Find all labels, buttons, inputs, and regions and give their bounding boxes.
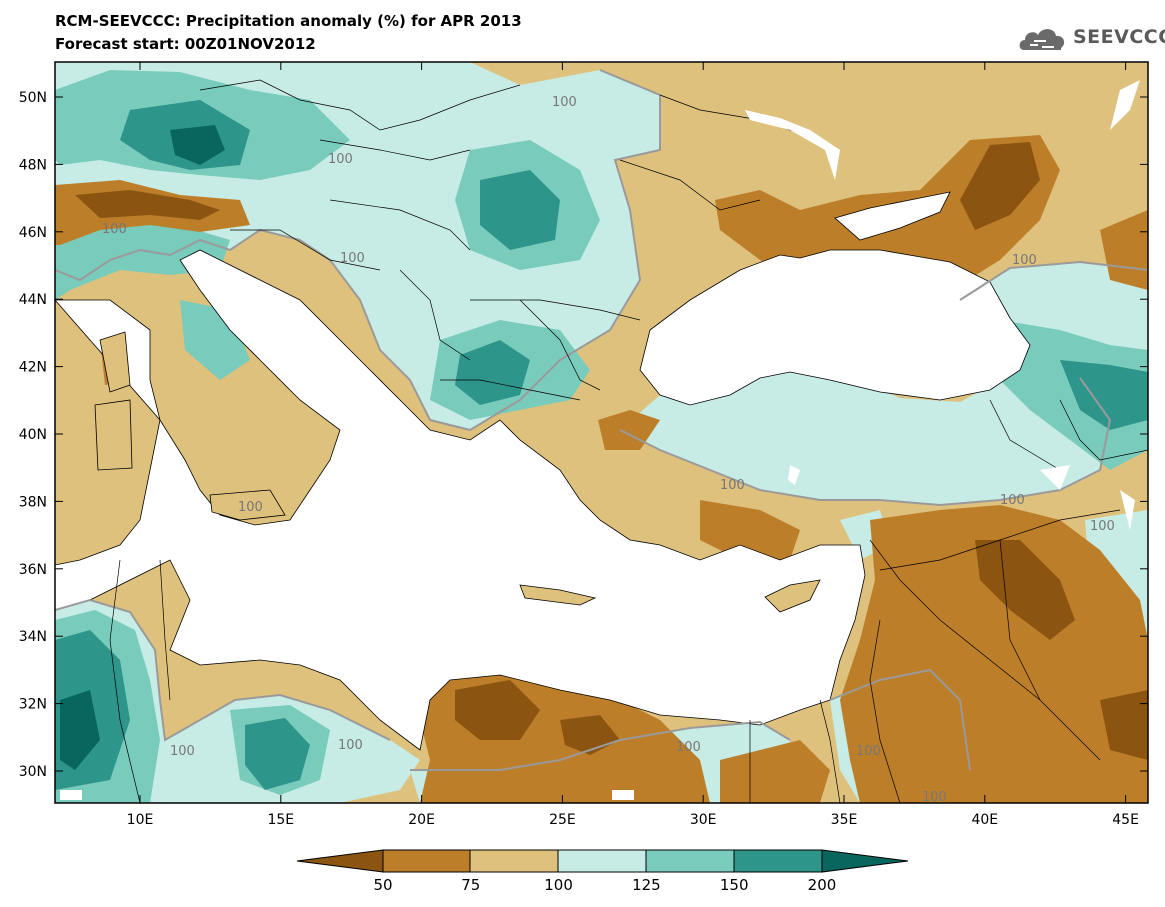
islands	[94, 331, 821, 613]
contour-label: 100	[922, 790, 947, 805]
lat-label: 34N	[19, 629, 47, 645]
contour-label: 100	[170, 744, 195, 759]
contour-label: 100	[1012, 253, 1037, 268]
map-frame-content	[55, 62, 1148, 803]
map-frame	[54, 61, 1149, 804]
contour-label: 100	[340, 251, 365, 266]
colorbar-above-200	[821, 849, 909, 873]
lat-label: 48N	[19, 157, 47, 173]
lat-label: 44N	[19, 292, 47, 308]
lon-label: 40E	[971, 812, 998, 828]
country-borders	[109, 79, 1148, 803]
lon-label: 30E	[690, 812, 717, 828]
colorbar-label: 75	[461, 876, 480, 894]
contour-label: 100	[856, 744, 881, 759]
contour-label: 100	[720, 478, 745, 493]
no-data-patches	[60, 80, 1140, 800]
colorbar: 50 75 100 125 150 200	[296, 849, 909, 894]
lat-label: 36N	[19, 562, 47, 578]
lon-label: 45E	[1112, 812, 1139, 828]
contour-label: 100	[552, 95, 577, 110]
contour-label: 100	[676, 740, 701, 755]
anomaly-below-50-regions	[75, 142, 1148, 760]
colorbar-50-75	[382, 849, 471, 873]
cloud-icon	[1019, 29, 1065, 50]
contour-label: 100	[328, 152, 353, 167]
contour-label: 100	[1000, 493, 1025, 508]
sea-mask	[55, 191, 1031, 751]
logo-text: SEEVCCC	[1073, 26, 1165, 48]
contour-labels: 100 100 100 100 100 100 100 100 100 100 …	[102, 95, 1115, 805]
colorbar-label: 200	[808, 876, 837, 894]
lon-label: 15E	[267, 812, 294, 828]
colorbar-125-150	[645, 849, 735, 873]
contour-label: 100	[338, 738, 363, 753]
contour-label: 100	[238, 500, 263, 515]
colorbar-below-50	[296, 849, 384, 873]
colorbar-label: 50	[373, 876, 392, 894]
colorbar-75-100	[469, 849, 559, 873]
longitude-axis: 10E 15E 20E 25E 30E 35E 40E 45E	[127, 62, 1139, 828]
colorbar-label: 150	[720, 876, 749, 894]
colorbar-label: 100	[544, 876, 573, 894]
lon-label: 35E	[831, 812, 858, 828]
lat-label: 42N	[19, 360, 47, 376]
lat-label: 30N	[19, 764, 47, 780]
colorbar-100-125	[557, 849, 647, 873]
lon-label: 25E	[549, 812, 576, 828]
lat-label: 46N	[19, 225, 47, 241]
colorbar-labels: 50 75 100 125 150 200	[373, 876, 836, 894]
lat-label: 32N	[19, 697, 47, 713]
contour-100-lines	[55, 69, 1148, 771]
lon-label: 10E	[127, 812, 154, 828]
colorbar-label: 125	[632, 876, 661, 894]
forecast-start-subtitle: Forecast start: 00Z01NOV2012	[55, 35, 316, 53]
contour-label: 100	[102, 222, 127, 237]
lon-label: 20E	[408, 812, 435, 828]
lat-label: 40N	[19, 427, 47, 443]
contour-label: 100	[1090, 519, 1115, 534]
latitude-axis: 50N 48N 46N 44N 42N 40N 38N 36N 34N 32N 30N	[19, 90, 1148, 780]
map-title: RCM-SEEVCCC: Precipitation anomaly (%) f…	[55, 12, 522, 30]
lat-label: 38N	[19, 494, 47, 510]
colorbar-150-200	[733, 849, 823, 873]
seevccc-logo: SEEVCCC	[1018, 22, 1165, 56]
lat-label: 50N	[19, 90, 47, 106]
